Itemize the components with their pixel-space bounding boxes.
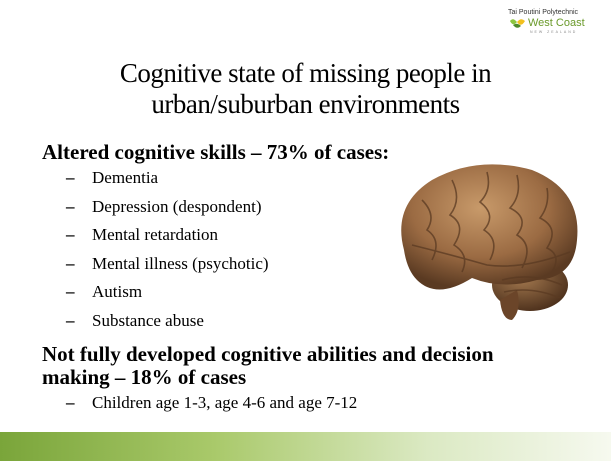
- title-line: Cognitive state of missing people in: [119, 58, 492, 88]
- logo-icon: [510, 19, 525, 28]
- logo-institution: Tai Poutini Polytechnic: [508, 9, 579, 16]
- section-heading: Altered cognitive skills – 73% of cases:: [42, 140, 390, 164]
- bullet-item: Dementia: [66, 168, 158, 188]
- footer-bar: [0, 432, 611, 461]
- bullet-item: Substance abuse: [66, 311, 204, 331]
- bullet-item: Autism: [66, 282, 142, 302]
- section-heading: making – 18% of cases: [42, 364, 247, 389]
- bullet-item: Children age 1-3, age 4-6 and age 7-12: [66, 393, 357, 413]
- bullet-item: Depression (despondent): [66, 197, 262, 217]
- bullet-item: Mental illness (psychotic): [66, 254, 269, 274]
- bullet-item: Mental retardation: [66, 225, 218, 245]
- title-line: urban/suburban environments: [151, 89, 460, 119]
- section-heading: Not fully developed cognitive abilities …: [42, 341, 494, 366]
- logo-region: West Coast: [528, 17, 585, 29]
- logo-country: NEW ZEALAND: [530, 30, 578, 34]
- brain-image: [401, 164, 578, 320]
